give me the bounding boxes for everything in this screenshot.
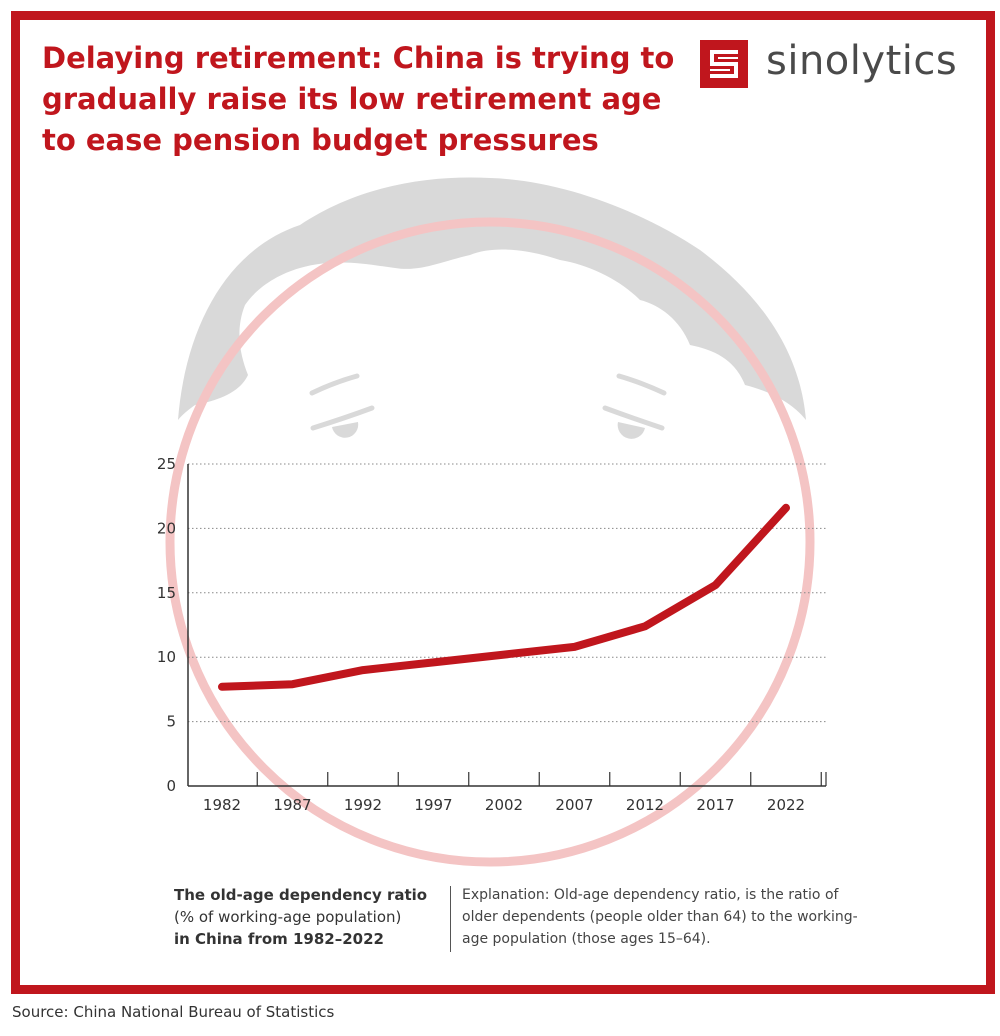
x-tick-label: 1997	[414, 796, 452, 814]
right-eyelid	[602, 405, 665, 431]
hair-shape	[178, 177, 806, 420]
caption-line-3: in China from 1982–2022	[174, 930, 384, 948]
series-line	[218, 503, 790, 691]
y-tick-label: 0	[166, 777, 176, 795]
explanation-text: Explanation: Old-age dependency ratio, i…	[462, 887, 858, 947]
title-rest: China is trying to gradually raise its l…	[42, 41, 675, 157]
x-tick-label: 1992	[344, 796, 382, 814]
y-tick-label: 20	[157, 519, 176, 537]
left-eyebrow	[309, 373, 360, 396]
left-pupil	[332, 422, 359, 438]
brand-name: sinolytics	[766, 38, 958, 84]
chart-title: Delaying retirement: China is trying to …	[42, 38, 682, 161]
caption-line-2: (% of working-age population)	[174, 908, 402, 926]
x-tick-label: 1982	[203, 796, 241, 814]
y-tick-label: 25	[157, 455, 176, 473]
axis-layer: 0 5 10 15 20 25 1982 1987 1992 1997 2002 2007 2012 20…	[157, 455, 827, 814]
y-tick-label: 5	[166, 713, 176, 731]
chart-caption: The old-age dependency ratio (% of worki…	[174, 884, 444, 950]
x-tick-label: 2007	[555, 796, 593, 814]
y-tick-label: 10	[157, 648, 176, 666]
x-tick-label: 2022	[767, 796, 805, 814]
left-eyelid	[310, 405, 375, 431]
caption-divider	[450, 886, 451, 952]
face-illustration	[165, 177, 815, 867]
sinolytics-logo-icon	[700, 40, 748, 88]
caption-line-1: The old-age dependency ratio	[174, 886, 428, 904]
x-tick-label: 2002	[485, 796, 523, 814]
x-tick-label: 2012	[626, 796, 664, 814]
y-tick-label: 15	[157, 584, 176, 602]
x-tick-label: 1987	[273, 796, 311, 814]
title-lead: Delaying retirement:	[42, 41, 383, 75]
source-note: Source: China National Bureau of Statist…	[12, 1003, 335, 1021]
right-eyebrow	[616, 373, 667, 396]
series-layer	[218, 503, 790, 691]
right-pupil	[617, 422, 645, 439]
face-outline	[165, 217, 815, 867]
x-tick-label: 2017	[696, 796, 734, 814]
